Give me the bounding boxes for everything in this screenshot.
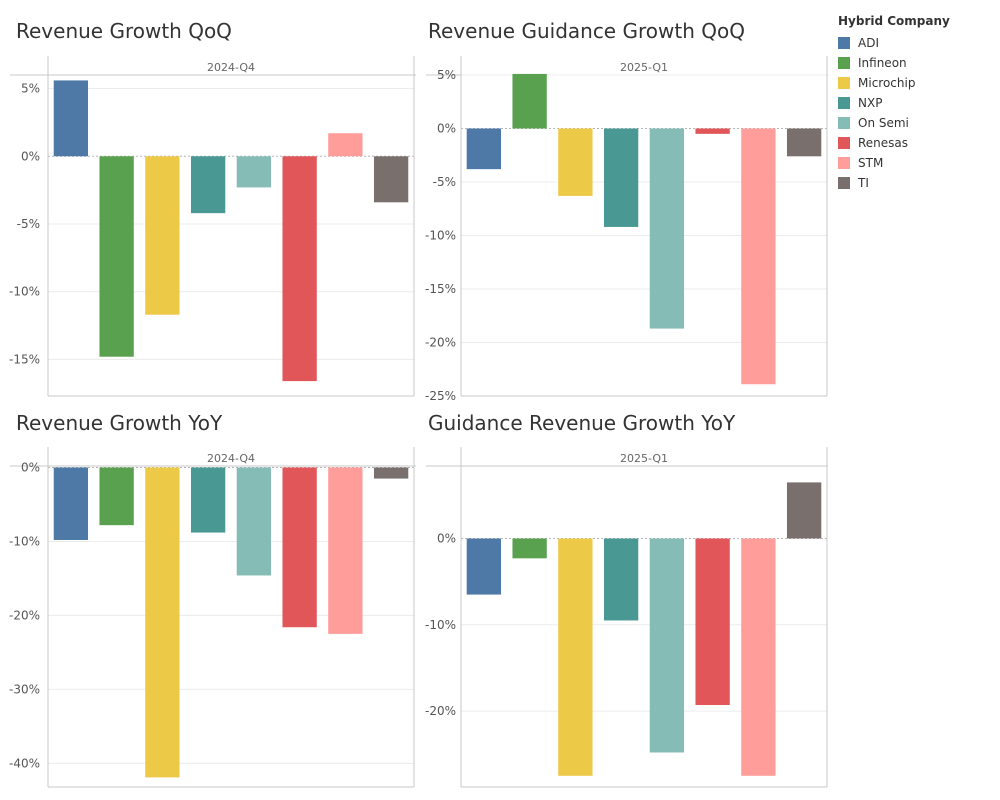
- bar-stm[interactable]: [328, 467, 363, 634]
- legend-swatch-microchip: [838, 77, 850, 89]
- y-tick-label: -25%: [425, 389, 456, 403]
- y-tick-label: -10%: [9, 285, 40, 299]
- bar-renesas[interactable]: [695, 538, 730, 706]
- y-tick-label: -40%: [9, 756, 40, 770]
- y-tick-label: -10%: [425, 618, 456, 632]
- bar-microchip[interactable]: [558, 538, 593, 776]
- y-tick-label: -20%: [425, 704, 456, 718]
- legend-swatch-on-semi: [838, 117, 850, 129]
- chart-revenue-growth-yoy: 2024-Q4 0% -10% -20% -30% -40%: [9, 447, 416, 788]
- bar-on-semi[interactable]: [236, 156, 272, 188]
- legend-label-nxp: NXP: [858, 96, 883, 110]
- bar-ti[interactable]: [373, 156, 409, 203]
- bar-nxp[interactable]: [190, 467, 226, 533]
- y-tick-label: 0%: [437, 531, 456, 545]
- bar-infineon[interactable]: [512, 538, 547, 559]
- y-tick-label: 0%: [21, 149, 40, 163]
- legend-item-on-semi[interactable]: On Semi: [838, 113, 950, 133]
- bar-stm[interactable]: [741, 538, 776, 776]
- bar-infineon[interactable]: [99, 467, 134, 526]
- bar-renesas[interactable]: [282, 467, 317, 628]
- legend-item-adi[interactable]: ADI: [838, 33, 950, 53]
- bar-adi[interactable]: [53, 467, 89, 540]
- legend-swatch-nxp: [838, 97, 850, 109]
- y-tick-label: 0%: [437, 122, 456, 136]
- chart-title-revenue-guidance-growth-qoq: Revenue Guidance Growth QoQ: [428, 19, 745, 43]
- bar-ti[interactable]: [786, 128, 822, 157]
- y-tick-label: -10%: [9, 534, 40, 548]
- legend-item-microchip[interactable]: Microchip: [838, 73, 950, 93]
- bar-renesas[interactable]: [695, 128, 730, 134]
- legend-label-on-semi: On Semi: [858, 116, 909, 130]
- legend-item-renesas[interactable]: Renesas: [838, 133, 950, 153]
- legend-item-infineon[interactable]: Infineon: [838, 53, 950, 73]
- y-tick-label: 5%: [21, 82, 40, 96]
- bar-infineon[interactable]: [99, 156, 134, 357]
- y-tick-label: -20%: [425, 336, 456, 350]
- bar-stm[interactable]: [741, 128, 776, 385]
- bar-ti[interactable]: [786, 482, 822, 539]
- column-header: 2024-Q4: [207, 452, 255, 465]
- chart-title-revenue-growth-qoq: Revenue Growth QoQ: [16, 19, 232, 43]
- y-tick-label: -20%: [9, 608, 40, 622]
- bar-adi[interactable]: [466, 128, 502, 170]
- bar-on-semi[interactable]: [649, 128, 685, 329]
- bar-microchip[interactable]: [558, 128, 593, 196]
- y-tick-label: -10%: [425, 229, 456, 243]
- chart-title-guidance-revenue-growth-yoy: Guidance Revenue Growth YoY: [428, 411, 736, 435]
- legend: Hybrid Company ADI Infineon Microchip NX…: [838, 14, 950, 193]
- legend-label-renesas: Renesas: [858, 136, 909, 150]
- legend-label-ti: TI: [858, 176, 869, 190]
- chart-title-revenue-growth-yoy: Revenue Growth YoY: [16, 411, 223, 435]
- column-header: 2025-Q1: [620, 61, 668, 74]
- bar-adi[interactable]: [53, 80, 89, 157]
- legend-item-nxp[interactable]: NXP: [838, 93, 950, 113]
- legend-swatch-ti: [838, 177, 850, 189]
- legend-item-ti[interactable]: TI: [838, 173, 950, 193]
- bar-nxp[interactable]: [603, 128, 639, 227]
- bar-stm[interactable]: [328, 133, 363, 157]
- y-tick-label: 0%: [21, 460, 40, 474]
- legend-swatch-adi: [838, 37, 850, 49]
- legend-swatch-stm: [838, 157, 850, 169]
- legend-swatch-infineon: [838, 57, 850, 69]
- bar-ti[interactable]: [373, 467, 409, 479]
- bar-on-semi[interactable]: [649, 538, 685, 753]
- legend-swatch-renesas: [838, 137, 850, 149]
- y-tick-label: -5%: [17, 217, 40, 231]
- bar-adi[interactable]: [466, 538, 502, 595]
- legend-label-infineon: Infineon: [858, 56, 907, 70]
- bar-on-semi[interactable]: [236, 467, 272, 576]
- legend-item-stm[interactable]: STM: [838, 153, 950, 173]
- chart-revenue-growth-qoq: 2024-Q4 5% 0% -5% -10% -15%: [9, 56, 416, 397]
- legend-label-microchip: Microchip: [858, 76, 916, 90]
- bar-microchip[interactable]: [145, 467, 180, 778]
- legend-title: Hybrid Company: [838, 14, 950, 28]
- chart-guidance-revenue-growth-yoy: 2025-Q1 0% -10% -20%: [425, 447, 828, 788]
- bar-nxp[interactable]: [603, 538, 639, 621]
- column-header: 2025-Q1: [620, 452, 668, 465]
- chart-revenue-guidance-growth-qoq: 2025-Q1 5% 0% -5% -10% -15% -20% -25%: [425, 56, 828, 403]
- bar-nxp[interactable]: [190, 156, 226, 214]
- bar-microchip[interactable]: [145, 156, 180, 315]
- y-tick-label: -15%: [425, 282, 456, 296]
- column-header: 2024-Q4: [207, 61, 255, 74]
- bar-infineon[interactable]: [512, 73, 547, 129]
- y-tick-label: -30%: [9, 682, 40, 696]
- y-tick-label: 5%: [437, 68, 456, 82]
- bar-renesas[interactable]: [282, 156, 317, 382]
- legend-label-adi: ADI: [858, 36, 879, 50]
- y-tick-label: -15%: [9, 352, 40, 366]
- y-tick-label: -5%: [433, 175, 456, 189]
- legend-label-stm: STM: [858, 156, 884, 170]
